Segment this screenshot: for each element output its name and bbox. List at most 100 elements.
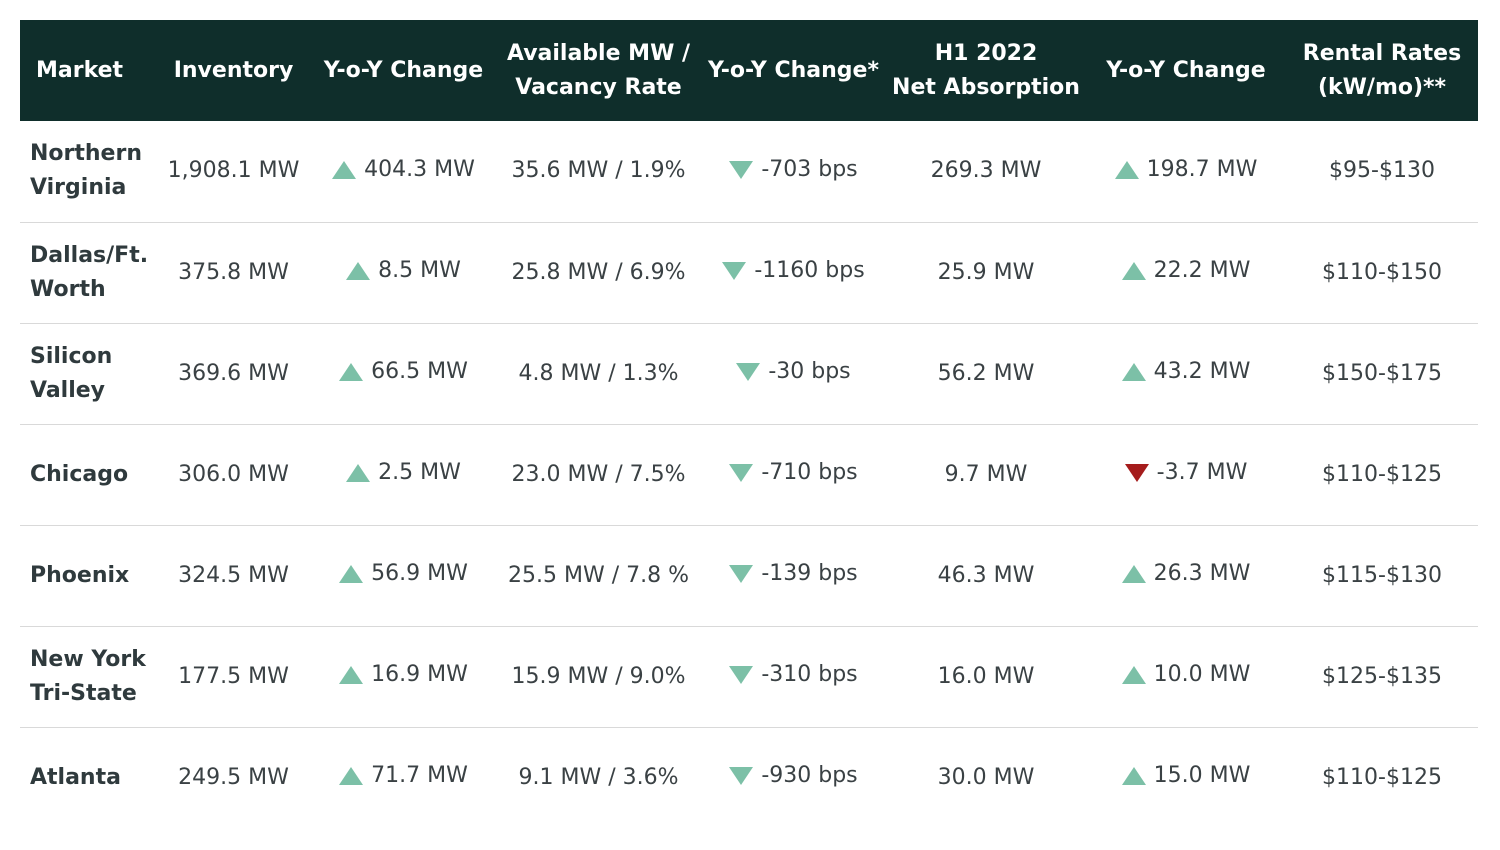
absorption-change-cell: 26.3 MW: [1086, 525, 1286, 626]
inventory-change-cell: 71.7 MW: [311, 727, 496, 828]
vacancy-change-cell: -139 bps: [701, 525, 886, 626]
available-vacancy-value: 23.0 MW / 7.5%: [511, 461, 686, 487]
header-market: Market: [36, 57, 124, 83]
header-available-vacancy: Available MW / Vacancy Rate: [506, 40, 691, 100]
market-name: Silicon Valley: [30, 343, 113, 403]
inventory-value: 1,908.1 MW: [167, 158, 300, 184]
absorption-change-value: 15.0 MW: [1153, 763, 1251, 789]
inventory-change-value: 71.7 MW: [371, 763, 468, 789]
available-vacancy-value: 4.8 MW / 1.3%: [518, 360, 679, 386]
inventory-change-cell: 404.3 MW: [311, 121, 496, 222]
inventory-change-value: 56.9 MW: [371, 561, 468, 586]
rental-rates-value: $95-$130: [1329, 158, 1435, 184]
inventory-change-cell: 16.9 MW: [311, 626, 496, 727]
inventory-value: 375.8 MW: [178, 259, 289, 285]
net-absorption-value: 16.0 MW: [937, 663, 1035, 689]
market-table: Market Inventory Y-o-Y Change Available …: [20, 20, 1478, 828]
inventory-change-cell: 2.5 MW: [311, 424, 496, 525]
available-vacancy-value: 25.5 MW / 7.8 %: [508, 562, 689, 588]
absorption-change-cell: 22.2 MW: [1086, 222, 1286, 323]
header-rental-rates: Rental Rates (kW/mo)**: [1302, 40, 1462, 100]
inventory-change-cell: 66.5 MW: [311, 323, 496, 424]
absorption-change-cell: -3.7 MW: [1086, 424, 1286, 525]
up-arrow-icon: [332, 160, 357, 179]
table-row: Phoenix 324.5 MW 56.9 MW 25.5 MW / 7.8 % -13…: [20, 525, 1478, 626]
down-arrow-icon: [1124, 464, 1149, 482]
up-arrow-icon: [339, 666, 364, 684]
up-arrow-icon: [1121, 363, 1146, 381]
vacancy-change-cell: -30 bps: [701, 323, 886, 424]
down-arrow-icon: [729, 666, 754, 684]
down-arrow-icon: [729, 464, 754, 482]
inventory-value: 369.6 MW: [178, 360, 289, 386]
up-arrow-icon: [339, 363, 364, 381]
header-vacancy-yoy-change: Y-o-Y Change*: [708, 57, 879, 83]
inventory-change-value: 404.3 MW: [364, 156, 475, 182]
up-arrow-icon: [346, 464, 371, 482]
rental-rates-value: $110-$125: [1322, 764, 1442, 790]
table-body: Northern Virginia 1,908.1 MW 404.3 MW 35.6 …: [20, 121, 1478, 828]
down-arrow-icon: [729, 565, 754, 583]
absorption-change-value: -3.7 MW: [1156, 460, 1248, 485]
market-table-container: Market Inventory Y-o-Y Change Available …: [20, 20, 1478, 828]
vacancy-change-cell: -1160 bps: [701, 222, 886, 323]
table-row: Chicago 306.0 MW 2.5 MW 23.0 MW / 7.5% -710 …: [20, 424, 1478, 525]
up-arrow-icon: [1114, 160, 1139, 179]
inventory-change-value: 66.5 MW: [371, 359, 468, 384]
up-arrow-icon: [1121, 262, 1146, 280]
rental-rates-value: $125-$135: [1322, 663, 1442, 689]
absorption-change-cell: 15.0 MW: [1086, 727, 1286, 828]
available-vacancy-value: 15.9 MW / 9.0%: [511, 663, 686, 689]
inventory-change-value: 16.9 MW: [371, 662, 468, 687]
rental-rates-value: $110-$150: [1322, 259, 1442, 285]
absorption-change-value: 22.2 MW: [1153, 258, 1251, 283]
inventory-change-cell: 56.9 MW: [311, 525, 496, 626]
inventory-change-value: 8.5 MW: [378, 258, 461, 283]
net-absorption-value: 269.3 MW: [930, 158, 1042, 184]
available-vacancy-value: 9.1 MW / 3.6%: [518, 764, 679, 790]
absorption-change-cell: 198.7 MW: [1086, 121, 1286, 222]
absorption-change-value: 10.0 MW: [1153, 662, 1251, 687]
inventory-value: 324.5 MW: [178, 562, 289, 588]
vacancy-change-value: -703 bps: [761, 156, 858, 182]
absorption-change-value: 198.7 MW: [1146, 156, 1258, 182]
market-name: New York Tri-State: [30, 646, 146, 706]
header-row: Market Inventory Y-o-Y Change Available …: [20, 20, 1478, 121]
net-absorption-value: 56.2 MW: [937, 360, 1035, 386]
down-arrow-icon: [729, 160, 754, 179]
table-row: Atlanta 249.5 MW 71.7 MW 9.1 MW / 3.6% -930 …: [20, 727, 1478, 828]
vacancy-change-value: -30 bps: [768, 359, 851, 384]
table-row: Silicon Valley 369.6 MW 66.5 MW 4.8 MW / 1.…: [20, 323, 1478, 424]
vacancy-change-cell: -703 bps: [701, 121, 886, 222]
up-arrow-icon: [346, 262, 371, 280]
vacancy-change-value: -139 bps: [761, 561, 858, 586]
market-name: Chicago: [30, 461, 129, 487]
absorption-change-value: 43.2 MW: [1153, 359, 1251, 384]
rental-rates-value: $115-$130: [1322, 562, 1442, 588]
net-absorption-value: 25.9 MW: [937, 259, 1035, 285]
market-name: Dallas/Ft. Worth: [30, 242, 149, 302]
down-arrow-icon: [722, 262, 747, 280]
table-header: Market Inventory Y-o-Y Change Available …: [20, 20, 1478, 121]
available-vacancy-value: 35.6 MW / 1.9%: [511, 158, 686, 184]
inventory-change-cell: 8.5 MW: [311, 222, 496, 323]
up-arrow-icon: [1121, 666, 1146, 684]
inventory-value: 249.5 MW: [178, 764, 289, 790]
up-arrow-icon: [339, 565, 364, 583]
vacancy-change-value: -1160 bps: [754, 258, 865, 283]
available-vacancy-value: 25.8 MW / 6.9%: [511, 259, 686, 285]
market-name: Atlanta: [30, 764, 121, 790]
absorption-change-cell: 43.2 MW: [1086, 323, 1286, 424]
vacancy-change-cell: -930 bps: [701, 727, 886, 828]
header-inventory: Inventory: [173, 57, 294, 83]
down-arrow-icon: [736, 363, 761, 381]
table-row: Dallas/Ft. Worth 375.8 MW 8.5 MW 25.8 MW / …: [20, 222, 1478, 323]
vacancy-change-value: -310 bps: [761, 662, 858, 687]
market-name: Phoenix: [30, 562, 130, 588]
table-row: Northern Virginia 1,908.1 MW 404.3 MW 35.6 …: [20, 121, 1478, 222]
market-name: Northern Virginia: [30, 141, 142, 201]
absorption-change-cell: 10.0 MW: [1086, 626, 1286, 727]
header-absorption-yoy-change: Y-o-Y Change: [1106, 57, 1266, 83]
up-arrow-icon: [1121, 767, 1146, 786]
header-net-absorption: H1 2022 Net Absorption: [892, 40, 1080, 100]
